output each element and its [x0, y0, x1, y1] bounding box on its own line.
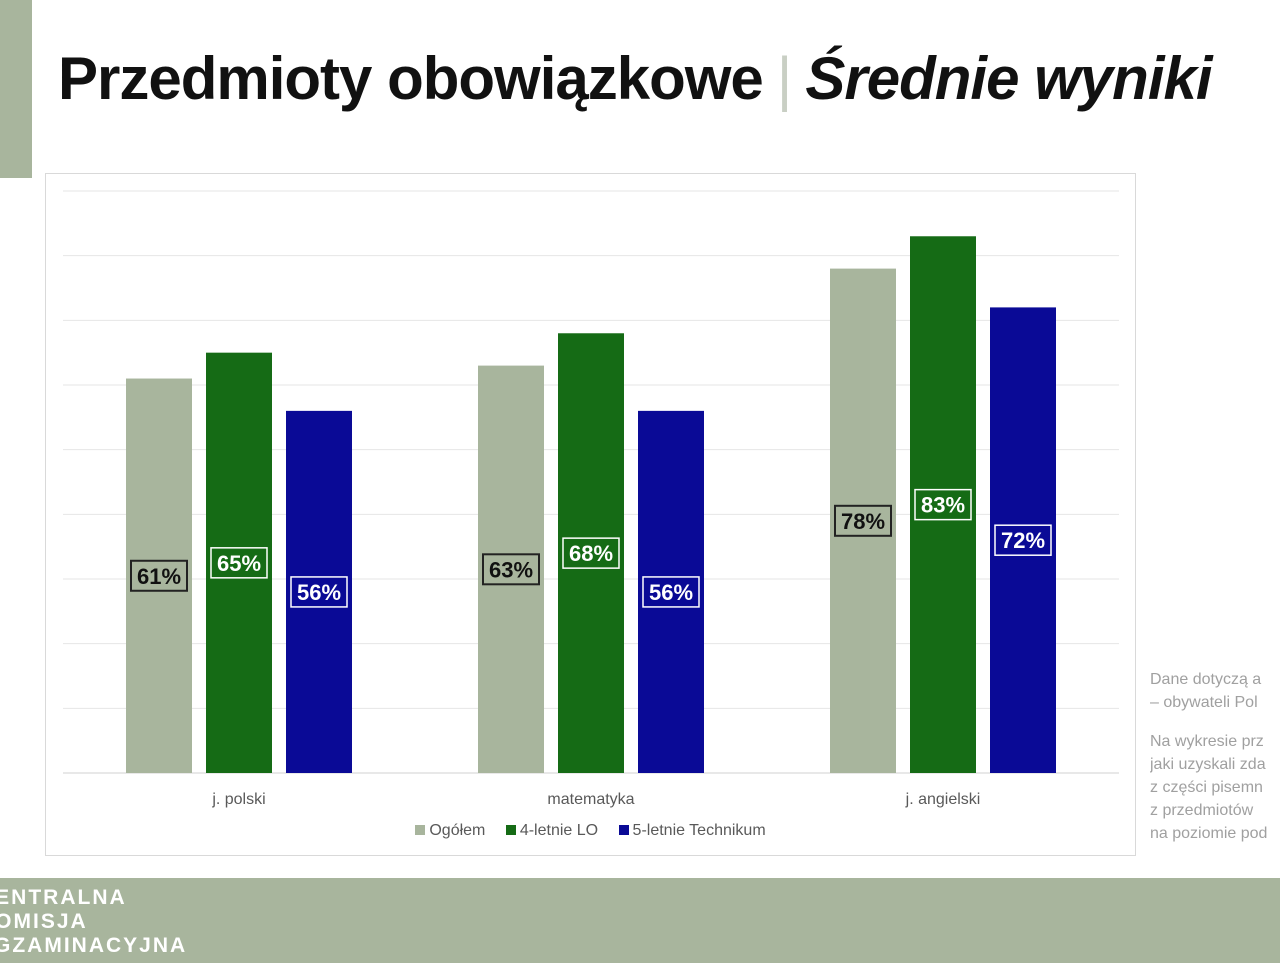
cke-logo: CENTRALNA KOMISJA EGZAMINACYJNA — [0, 886, 187, 958]
chart-legend: Ogółem 4-letnie LO 5-letnie Technikum — [46, 822, 1135, 840]
side-note: Dane dotyczą a – obywateli Pol Na wykres… — [1150, 668, 1280, 861]
data-label: 68% — [569, 541, 613, 566]
category-label: j. angielski — [905, 791, 981, 808]
logo-line: EGZAMINACYJNA — [0, 934, 188, 957]
legend-label-ogolem: Ogółem — [429, 822, 486, 839]
legend-swatch-ogolem — [415, 824, 426, 835]
bar-chart: 61% 65% 56% j. polski 63% 68% 56% matematyka 78%… — [63, 190, 1119, 808]
logo-line: CENTRALNA — [0, 886, 127, 909]
data-label-box — [834, 504, 892, 537]
footer-bar: CENTRALNA KOMISJA EGZAMINACYJNA — [0, 878, 1280, 963]
data-label-box — [562, 537, 620, 569]
side-note-line: – obywateli Pol — [1150, 694, 1258, 711]
legend-item-technikum: 5-letnie Technikum — [618, 822, 766, 840]
legend-label-lo: 4-letnie LO — [519, 822, 599, 839]
data-label: 78% — [841, 509, 885, 534]
data-label-box — [210, 547, 268, 579]
chart-frame: 61% 65% 56% j. polski 63% 68% 56% matematyka 78%… — [45, 173, 1136, 856]
legend-label-technikum: 5-letnie Technikum — [632, 822, 766, 839]
category-label: j. polski — [211, 791, 265, 808]
data-label: 63% — [489, 557, 533, 582]
logo-line: KOMISJA — [0, 910, 88, 933]
data-label-box — [130, 559, 188, 592]
legend-item-ogolem: Ogółem — [415, 822, 485, 840]
side-note-line: Na wykresie prz — [1150, 733, 1264, 750]
data-label: 56% — [649, 580, 693, 605]
title-separator: | — [776, 45, 793, 112]
legend-item-lo: 4-letnie LO — [505, 822, 599, 840]
side-note-line: jaki uzyskali zda — [1150, 756, 1266, 773]
legend-swatch-lo — [505, 824, 516, 835]
data-label-box — [482, 553, 540, 586]
data-label-box — [290, 576, 348, 608]
title-main: Przedmioty obowiązkowe — [58, 45, 764, 112]
data-label: 65% — [217, 551, 261, 576]
side-note-line: z przedmiotów — [1150, 802, 1254, 819]
data-label: 61% — [137, 564, 181, 589]
data-label: 83% — [921, 493, 965, 518]
side-note-line: z części pisemn — [1150, 779, 1263, 796]
side-note-line: na poziomie pod — [1150, 825, 1268, 842]
title-subtitle: Średnie wyniki — [805, 45, 1212, 112]
data-label-box — [642, 576, 700, 608]
category-label: matematyka — [547, 791, 634, 808]
data-label-box — [994, 524, 1052, 556]
side-note-paragraph-2: Na wykresie prz jaki uzyskali zda z częś… — [1150, 730, 1280, 845]
side-note-line: Dane dotyczą a — [1150, 671, 1262, 688]
legend-swatch-technikum — [618, 824, 629, 835]
data-label-box — [914, 488, 972, 521]
page-title: Przedmioty obowiązkowe | Średnie wyniki — [58, 44, 1213, 113]
data-label: 72% — [1001, 528, 1045, 553]
header-accent-bar — [0, 0, 32, 178]
side-note-paragraph-1: Dane dotyczą a – obywateli Pol — [1150, 668, 1280, 714]
data-label: 56% — [297, 580, 341, 605]
